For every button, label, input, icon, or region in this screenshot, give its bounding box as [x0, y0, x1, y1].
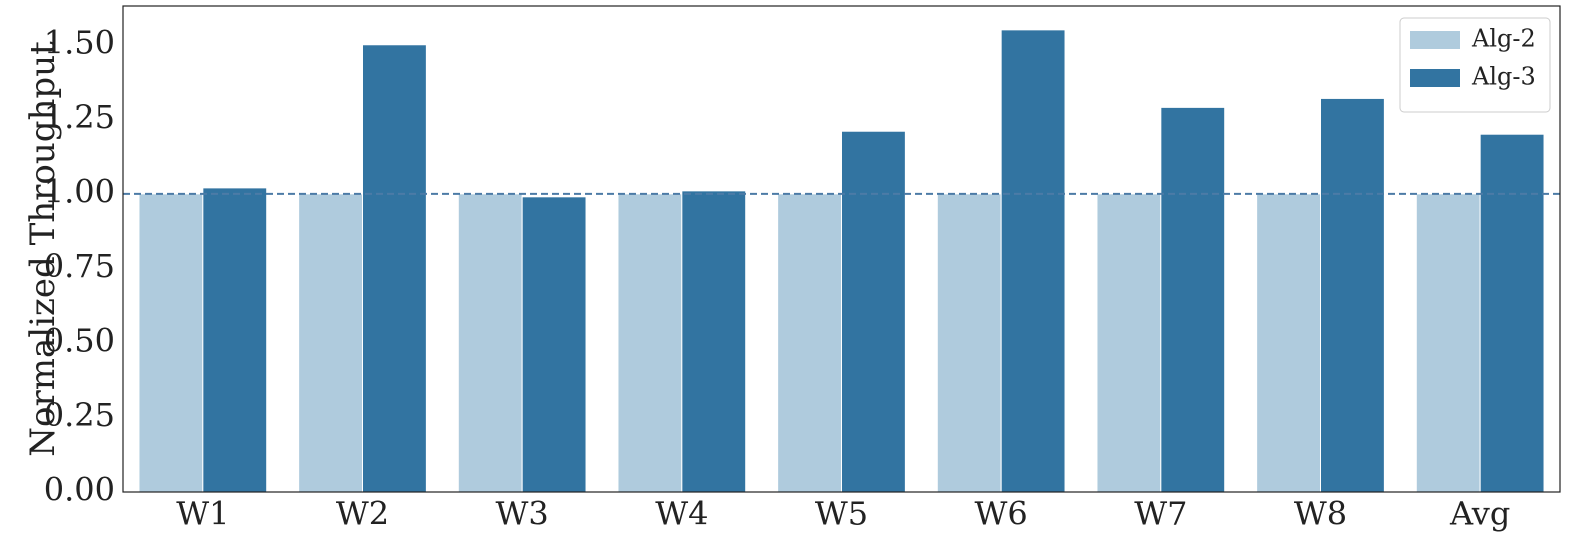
- bar: [936, 193, 1002, 493]
- bar: [298, 193, 363, 493]
- bar: [841, 130, 906, 493]
- x-tick-label: W6: [975, 495, 1028, 533]
- bar: [1000, 29, 1066, 493]
- y-axis-label: Normalized Throughput: [23, 41, 63, 457]
- plot-frame: [122, 5, 1561, 493]
- legend-swatch: [1410, 69, 1460, 87]
- bar: [457, 193, 523, 493]
- bar: [1415, 193, 1481, 493]
- y-tick-label: 1.00: [44, 172, 115, 210]
- bar: [138, 193, 204, 493]
- x-tick-label: W3: [496, 495, 549, 533]
- x-tick-label: W4: [655, 495, 708, 533]
- bar: [1320, 97, 1385, 493]
- x-tick-label: W8: [1294, 495, 1347, 533]
- x-tick-label: W7: [1134, 495, 1187, 533]
- bar: [202, 187, 268, 493]
- x-tick-label: Avg: [1449, 495, 1510, 533]
- legend-label: Alg-2: [1471, 25, 1536, 53]
- x-tick-label: W1: [176, 495, 229, 533]
- bar: [1256, 193, 1321, 493]
- y-tick-label: 1.25: [44, 98, 115, 136]
- bar: [617, 193, 683, 493]
- bar: [1479, 133, 1545, 493]
- bar: [362, 44, 427, 493]
- y-tick-label: 0.75: [44, 247, 115, 285]
- y-tick-label: 0.25: [44, 396, 115, 434]
- x-tick-label: W5: [815, 495, 868, 533]
- y-tick-label: 1.50: [44, 23, 115, 61]
- bar: [777, 193, 843, 493]
- bar: [1096, 193, 1162, 493]
- bar: [681, 190, 747, 493]
- x-tick-label: W2: [336, 495, 389, 533]
- y-tick-label: 0.00: [44, 471, 115, 509]
- legend-label: Alg-3: [1471, 63, 1536, 91]
- bar: [1160, 106, 1226, 493]
- bar: [521, 196, 587, 493]
- legend-swatch: [1410, 31, 1460, 49]
- y-tick-label: 0.50: [44, 321, 115, 359]
